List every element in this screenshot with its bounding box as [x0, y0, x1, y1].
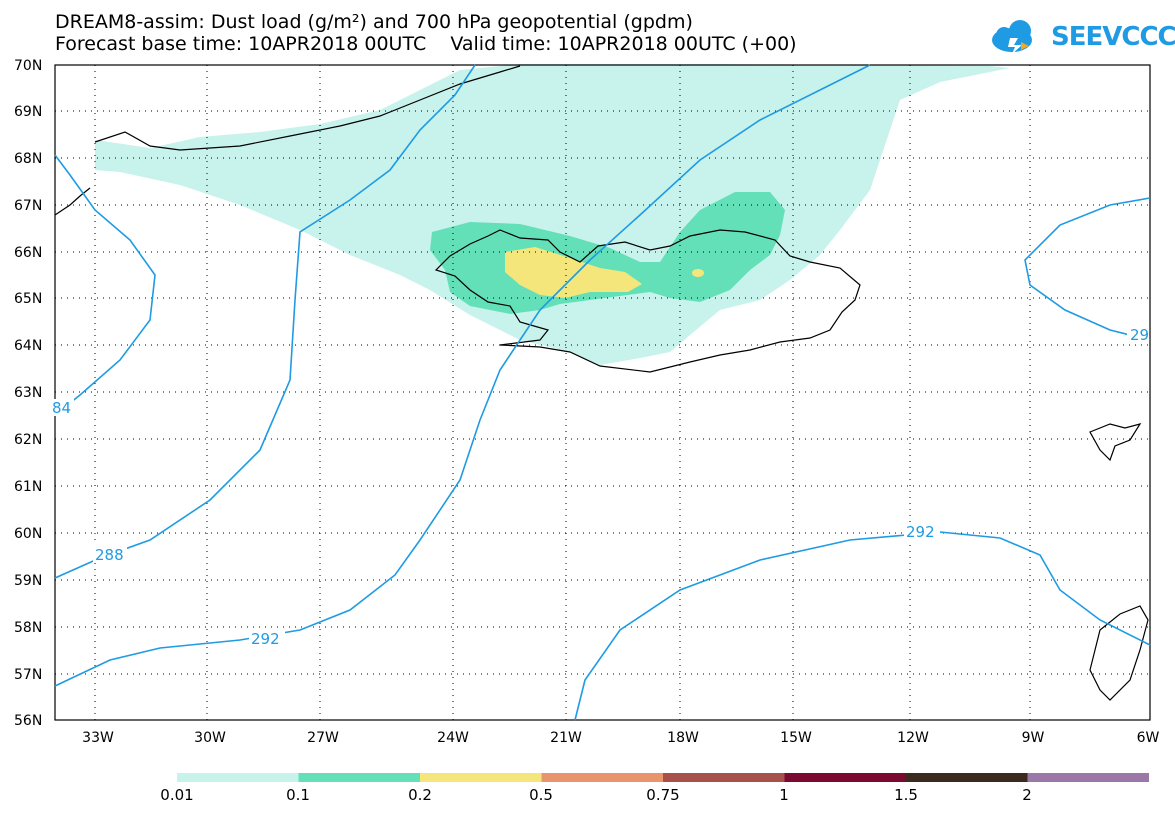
- colorbar-swatch: [784, 773, 906, 782]
- contour-label: 288: [95, 546, 124, 564]
- lon-label: 27W: [307, 730, 339, 746]
- contour-labels: 84 288 292 292 29: [48, 326, 1149, 648]
- lon-label: 12W: [897, 730, 929, 746]
- colorbar-label: 0.2: [408, 786, 432, 804]
- lon-label: 24W: [437, 730, 469, 746]
- colorbar-label: 0.75: [646, 786, 679, 804]
- gridlines: [55, 65, 1150, 720]
- lat-label: 66N: [14, 245, 42, 261]
- lat-label: 59N: [14, 573, 42, 589]
- lat-label: 58N: [14, 620, 42, 636]
- lat-label: 57N: [14, 667, 42, 683]
- colorbar-swatch: [420, 773, 542, 782]
- lat-label: 68N: [14, 151, 42, 167]
- lon-label: 21W: [550, 730, 582, 746]
- lat-label: 69N: [14, 104, 42, 120]
- colorbar-swatch: [1027, 773, 1149, 782]
- geopotential-contours: [54, 64, 1151, 721]
- dust-0.2-area: [505, 247, 704, 298]
- lat-label: 70N: [14, 58, 42, 74]
- colorbar-label: 1.5: [894, 786, 918, 804]
- colorbar-swatch: [177, 773, 299, 782]
- lon-label: 9W: [1022, 730, 1045, 746]
- contour-label: 84: [52, 399, 71, 417]
- map-title: DREAM8-assim: Dust load (g/m²) and 700 h…: [55, 11, 693, 33]
- colorbar-label: 0.5: [529, 786, 553, 804]
- lat-label: 63N: [14, 385, 42, 401]
- colorbar-swatch: [541, 773, 663, 782]
- colorbar-swatch: [906, 773, 1028, 782]
- colorbar-swatch: [298, 773, 420, 782]
- lon-label: 33W: [82, 730, 114, 746]
- colorbar-label: 2: [1022, 786, 1032, 804]
- colorbar-label: 0.01: [160, 786, 193, 804]
- contour-label: 292: [251, 630, 280, 648]
- colorbar-swatch: [663, 773, 785, 782]
- dust-0.01-area: [95, 64, 1010, 365]
- lon-label: 30W: [194, 730, 226, 746]
- lat-label: 64N: [14, 338, 42, 354]
- lat-label: 65N: [14, 291, 42, 307]
- lon-label: 18W: [667, 730, 699, 746]
- seevccc-logo: [992, 20, 1032, 54]
- map-subtitle: Forecast base time: 10APR2018 00UTC Vali…: [55, 33, 797, 55]
- colorbar-labels: 0.01 0.1 0.2 0.5 0.75 1 1.5 2: [160, 786, 1031, 804]
- colorbar-label: 0.1: [286, 786, 310, 804]
- contour-label: 292: [906, 523, 935, 541]
- lat-label: 61N: [14, 479, 42, 495]
- logo-text: SEEVCCC: [1051, 22, 1175, 52]
- lon-label: 6W: [1137, 730, 1160, 746]
- lat-label: 67N: [14, 198, 42, 214]
- cloud-icon: [992, 20, 1032, 54]
- contour-label: 29: [1130, 326, 1149, 344]
- colorbar-label: 1: [779, 786, 789, 804]
- longitude-labels: 33W 30W 27W 24W 21W 18W 15W 12W 9W 6W: [82, 730, 1159, 746]
- lat-label: 60N: [14, 526, 42, 542]
- colorbar: [177, 773, 1149, 782]
- coastlines: [54, 65, 1149, 701]
- latitude-labels: 70N 69N 68N 67N 66N 65N 64N 63N 62N 61N …: [14, 58, 42, 729]
- lat-label: 56N: [14, 713, 42, 729]
- lat-label: 62N: [14, 432, 42, 448]
- lon-label: 15W: [780, 730, 812, 746]
